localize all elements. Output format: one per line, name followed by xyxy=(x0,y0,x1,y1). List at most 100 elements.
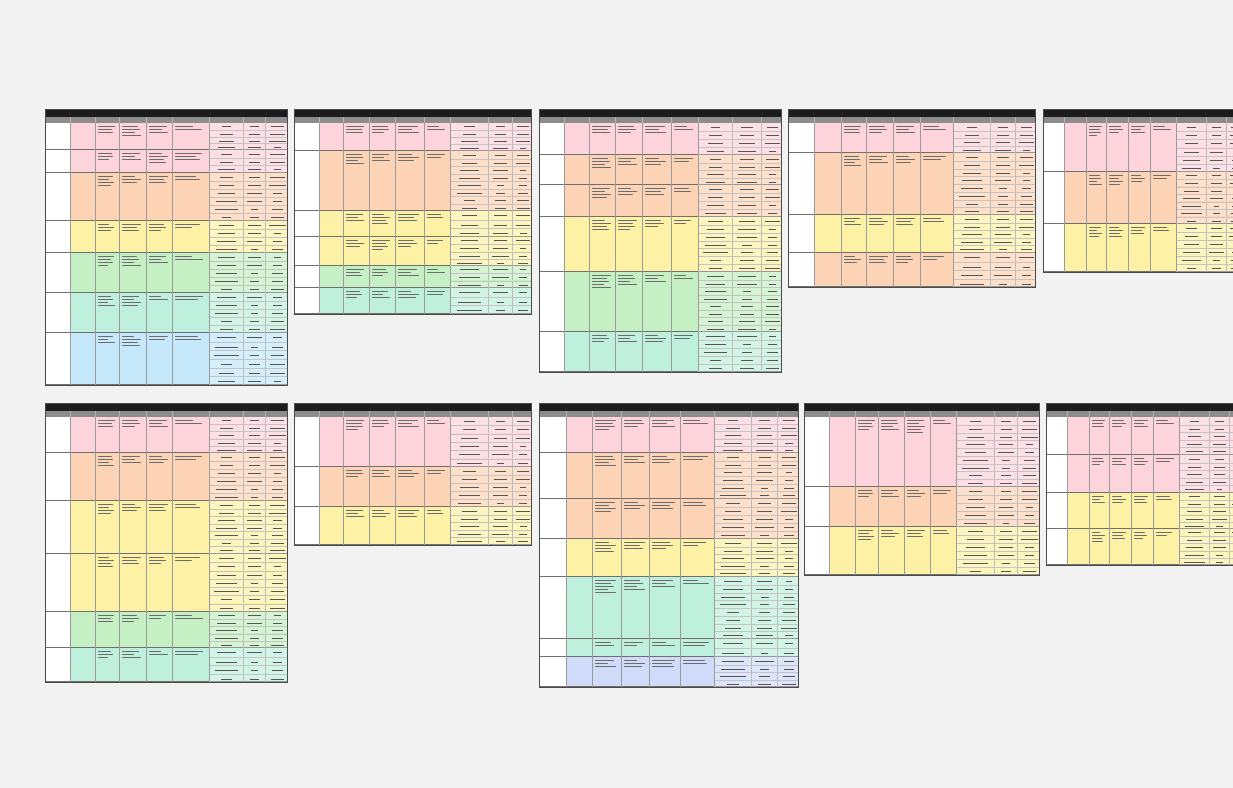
grid-cell[interactable] xyxy=(1209,536,1229,543)
table-row[interactable] xyxy=(1044,123,1233,172)
grid-cell[interactable] xyxy=(243,301,265,309)
grid-cell[interactable] xyxy=(512,273,531,280)
table-row[interactable] xyxy=(295,467,531,507)
grid-cell[interactable] xyxy=(512,491,531,499)
grid-cell[interactable] xyxy=(450,425,488,433)
grid-cell[interactable] xyxy=(265,516,287,524)
grid-cell[interactable] xyxy=(450,522,488,530)
grid-cell[interactable] xyxy=(243,461,265,469)
grid-cell[interactable] xyxy=(265,342,287,351)
grid-cell[interactable] xyxy=(1226,172,1233,179)
grid-cell[interactable] xyxy=(761,302,781,310)
grid-cell[interactable] xyxy=(209,674,243,682)
grid-cell[interactable] xyxy=(777,507,798,515)
table-card[interactable] xyxy=(804,403,1040,576)
grid-cell[interactable] xyxy=(698,123,732,131)
grid-cell[interactable] xyxy=(714,554,751,562)
grid-cell[interactable] xyxy=(1015,253,1035,262)
grid-cell[interactable] xyxy=(1017,551,1039,559)
grid-cell[interactable] xyxy=(1176,179,1206,186)
grid-cell[interactable] xyxy=(488,266,512,273)
grid-cell[interactable] xyxy=(265,143,287,150)
grid-cell[interactable] xyxy=(265,123,287,130)
grid-cell[interactable] xyxy=(1015,270,1035,279)
grid-cell[interactable] xyxy=(209,333,243,342)
grid-cell[interactable] xyxy=(265,595,287,603)
grid-cell[interactable] xyxy=(732,147,761,155)
grid-cell[interactable] xyxy=(243,342,265,351)
grid-cell[interactable] xyxy=(956,511,994,519)
grid-cell[interactable] xyxy=(243,469,265,477)
grid-cell[interactable] xyxy=(994,440,1017,448)
table-row[interactable] xyxy=(805,417,1039,487)
grid-cell[interactable] xyxy=(243,446,265,453)
grid-cell[interactable] xyxy=(994,559,1017,567)
grid-cell[interactable] xyxy=(265,674,287,682)
grid-cell[interactable] xyxy=(209,634,243,641)
grid-cell[interactable] xyxy=(777,616,798,624)
grid-cell[interactable] xyxy=(1017,417,1039,425)
grid-cell[interactable] xyxy=(751,484,777,492)
table-card[interactable] xyxy=(294,403,532,546)
grid-cell[interactable] xyxy=(243,123,265,130)
grid-cell[interactable] xyxy=(956,448,994,456)
grid-cell[interactable] xyxy=(1015,138,1035,146)
grid-cell[interactable] xyxy=(450,537,488,545)
grid-cell[interactable] xyxy=(777,439,798,446)
grid-cell[interactable] xyxy=(512,244,531,251)
grid-cell[interactable] xyxy=(1229,440,1233,448)
grid-cell[interactable] xyxy=(1226,209,1233,216)
grid-cell[interactable] xyxy=(761,364,781,372)
grid-cell[interactable] xyxy=(994,479,1017,487)
grid-cell[interactable] xyxy=(956,503,994,511)
grid-cell[interactable] xyxy=(1229,485,1233,493)
grid-cell[interactable] xyxy=(1179,543,1209,550)
grid-cell[interactable] xyxy=(243,158,265,166)
grid-cell[interactable] xyxy=(209,245,243,253)
grid-cell[interactable] xyxy=(956,471,994,479)
grid-cell[interactable] xyxy=(209,546,243,554)
grid-cell[interactable] xyxy=(265,453,287,461)
table-row[interactable] xyxy=(540,539,798,577)
grid-cell[interactable] xyxy=(1209,432,1229,440)
grid-cell[interactable] xyxy=(1015,279,1035,287)
grid-cell[interactable] xyxy=(450,123,488,130)
grid-cell[interactable] xyxy=(1229,455,1233,463)
grid-cell[interactable] xyxy=(953,245,990,253)
grid-cell[interactable] xyxy=(777,515,798,523)
grid-cell[interactable] xyxy=(209,439,243,446)
grid-cell[interactable] xyxy=(488,537,512,545)
grid-cell[interactable] xyxy=(1015,245,1035,253)
grid-cell[interactable] xyxy=(209,485,243,493)
grid-cell[interactable] xyxy=(1017,479,1039,487)
grid-cell[interactable] xyxy=(761,163,781,171)
grid-cell[interactable] xyxy=(512,196,531,204)
grid-cell[interactable] xyxy=(1209,478,1229,486)
table-row[interactable] xyxy=(540,417,798,453)
grid-cell[interactable] xyxy=(761,295,781,303)
grid-cell[interactable] xyxy=(761,348,781,356)
grid-cell[interactable] xyxy=(732,356,761,364)
grid-cell[interactable] xyxy=(209,579,243,587)
grid-cell[interactable] xyxy=(243,333,265,342)
grid-cell[interactable] xyxy=(1226,179,1233,186)
grid-cell[interactable] xyxy=(698,332,732,340)
grid-cell[interactable] xyxy=(512,211,531,220)
grid-cell[interactable] xyxy=(488,305,512,314)
grid-cell[interactable] xyxy=(953,184,990,192)
grid-cell[interactable] xyxy=(243,612,265,619)
grid-cell[interactable] xyxy=(243,634,265,641)
grid-cell[interactable] xyxy=(1226,248,1233,256)
table-row[interactable] xyxy=(789,215,1035,253)
grid-cell[interactable] xyxy=(761,264,781,272)
grid-cell[interactable] xyxy=(698,348,732,356)
grid-cell[interactable] xyxy=(714,439,751,446)
grid-cell[interactable] xyxy=(732,217,761,225)
grid-cell[interactable] xyxy=(1179,536,1209,543)
grid-cell[interactable] xyxy=(732,302,761,310)
grid-cell[interactable] xyxy=(265,665,287,674)
grid-cell[interactable] xyxy=(1179,522,1209,529)
grid-cell[interactable] xyxy=(990,169,1015,177)
grid-cell[interactable] xyxy=(1226,232,1233,240)
grid-cell[interactable] xyxy=(243,285,265,293)
